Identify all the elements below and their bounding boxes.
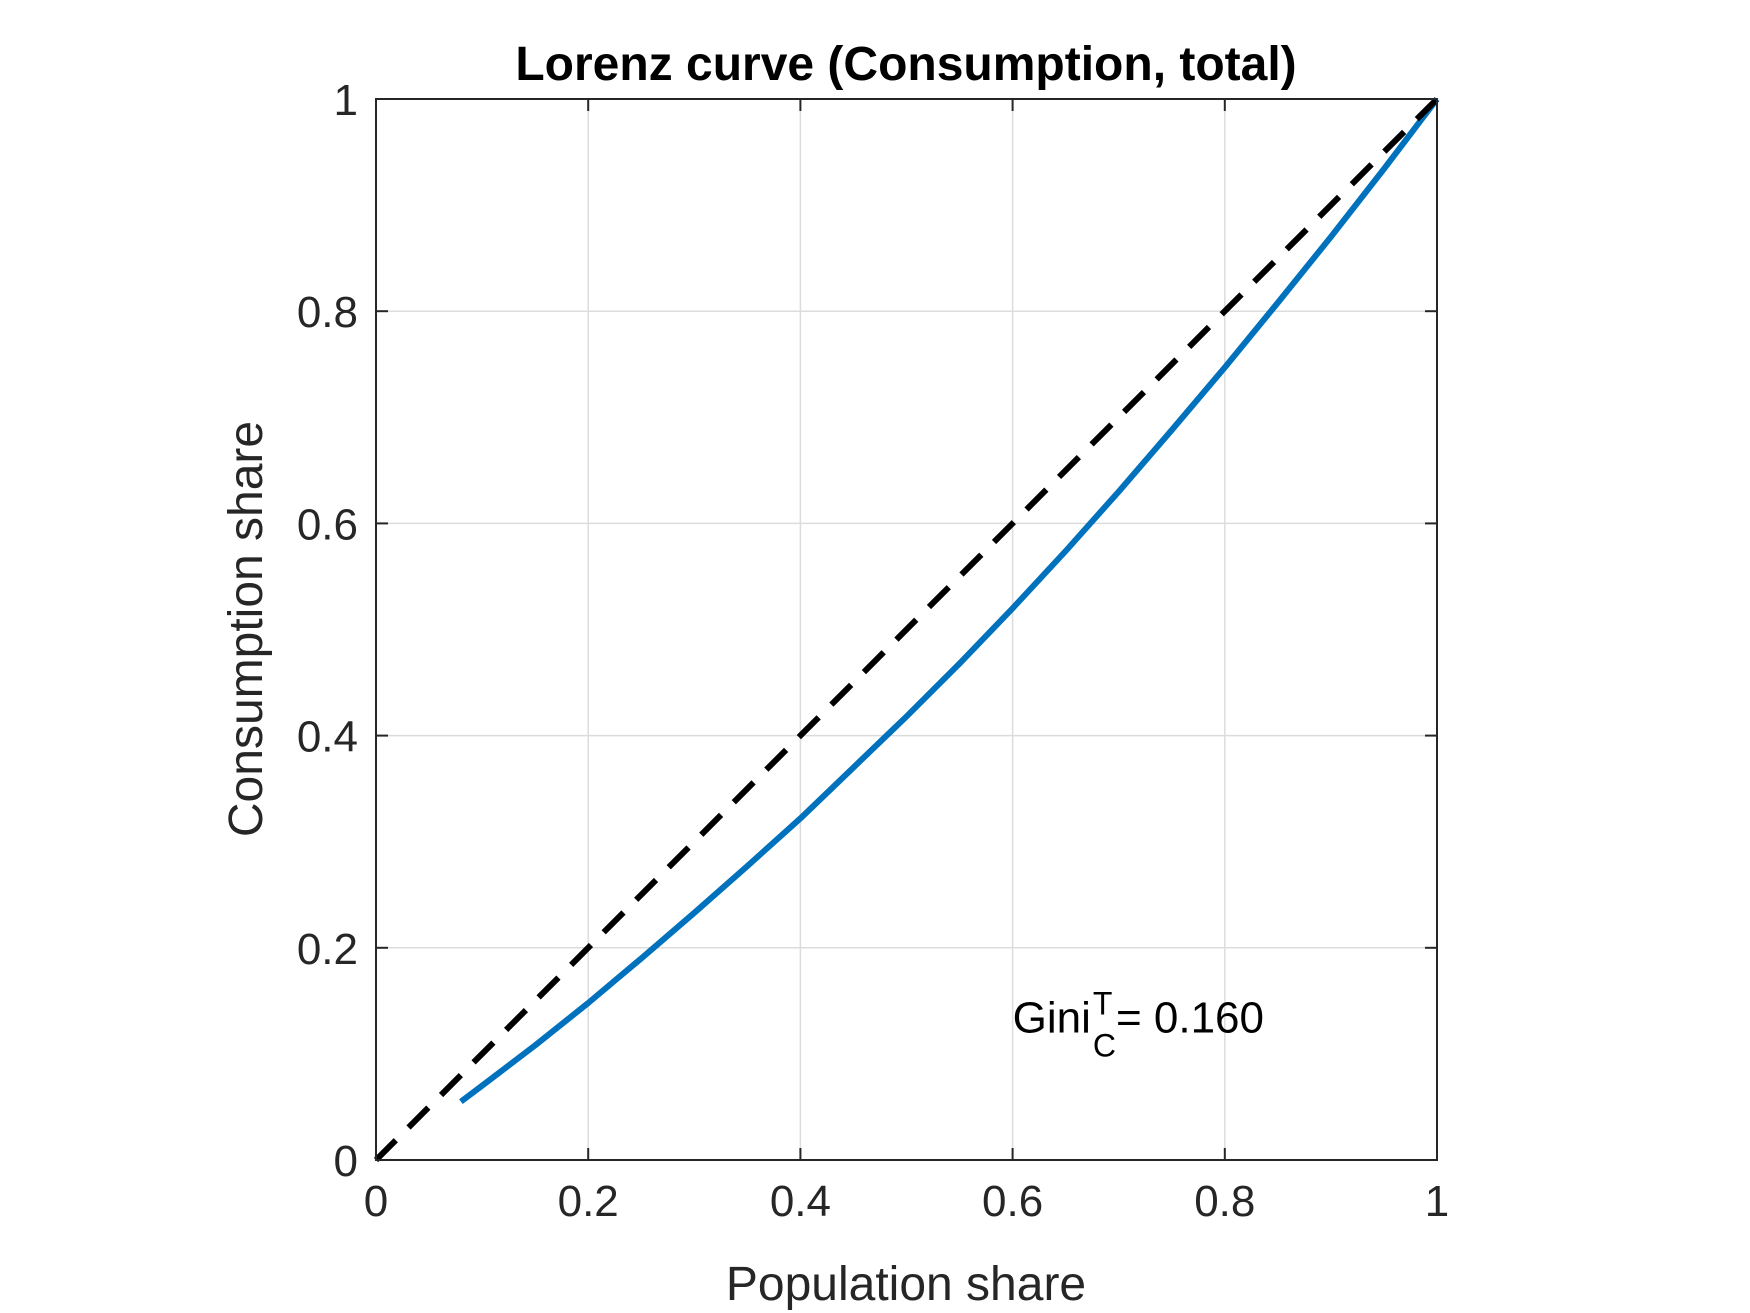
gini-annotation-superscript: T xyxy=(1093,986,1113,1022)
y-tick-label: 0.4 xyxy=(297,713,358,762)
y-tick-label: 0.6 xyxy=(297,500,358,549)
plot-series xyxy=(373,96,1440,1163)
y-tick-label: 0.2 xyxy=(297,925,358,974)
x-tick-label: 0.8 xyxy=(1194,1177,1255,1226)
x-tick-label: 0.6 xyxy=(982,1177,1043,1226)
y-tick-label: 0.8 xyxy=(297,288,358,337)
axes-box xyxy=(375,98,1438,1161)
tick-labels: 0 0.2 0.4 0.6 0.8 1 0 0.2 0.4 0.6 0.8 1 xyxy=(297,76,1449,1226)
x-tick-label: 0 xyxy=(364,1177,388,1226)
grid-lines xyxy=(376,99,1437,1160)
gini-annotation-base: Gini xyxy=(1013,994,1091,1043)
axis-ticks xyxy=(375,98,1438,1161)
y-tick-label: 0 xyxy=(334,1137,358,1186)
equality-line xyxy=(373,96,1440,1163)
annotation: Gini TC = 0.160 xyxy=(1013,986,1264,1064)
chart-title: Lorenz curve (Consumption, total) xyxy=(515,38,1296,91)
x-axis-label: Population share xyxy=(726,1258,1086,1311)
lorenz-curve-line xyxy=(459,97,1440,1104)
gini-annotation-value: = 0.160 xyxy=(1116,994,1264,1043)
x-tick-label: 0.2 xyxy=(558,1177,619,1226)
x-tick-label: 0.4 xyxy=(770,1177,831,1226)
y-axis-label: Consumption share xyxy=(220,421,273,837)
gini-annotation-subscript: C xyxy=(1093,1028,1116,1064)
y-tick-label: 1 xyxy=(334,76,358,125)
x-tick-label: 1 xyxy=(1425,1177,1449,1226)
